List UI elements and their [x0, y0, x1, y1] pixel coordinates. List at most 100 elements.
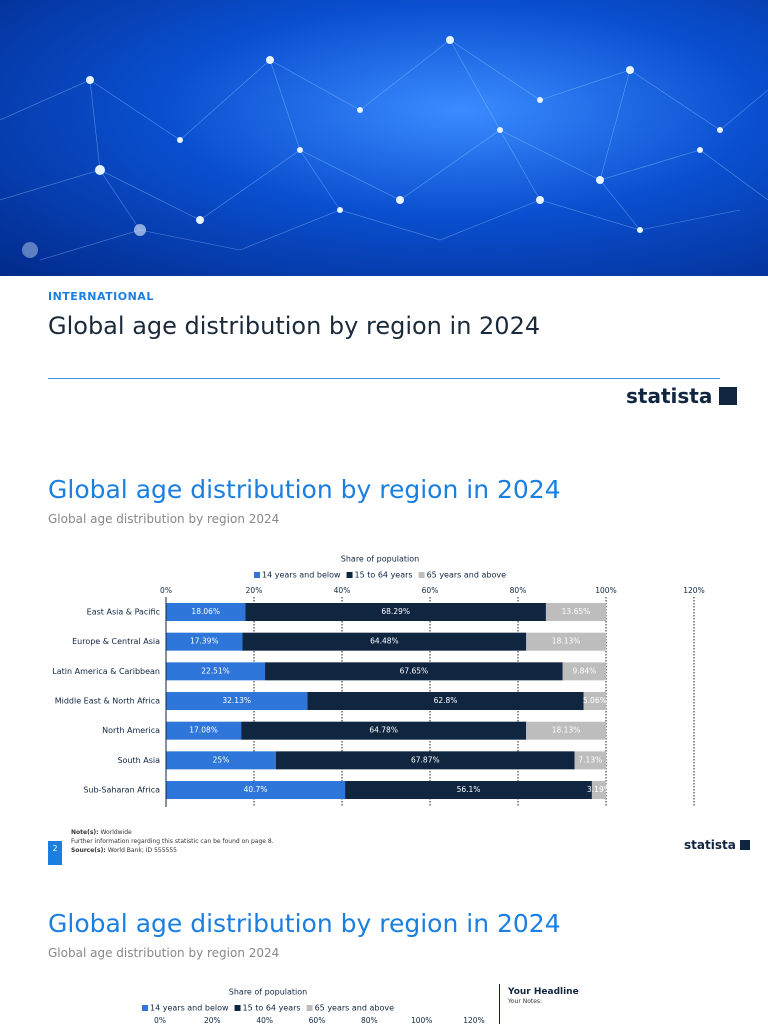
legend-label: 65 years and above	[315, 1004, 394, 1013]
page-title: Global age distribution by region in 202…	[48, 312, 541, 340]
x-tick-label: 100%	[411, 1016, 432, 1024]
data-label: 9.84%	[572, 666, 596, 675]
legend-label: 14 years and below	[262, 571, 341, 580]
data-label: 5.06%	[583, 696, 607, 705]
slide-title: Global age distribution by region in 202…	[48, 475, 561, 504]
legend-label: 15 to 64 years	[243, 1004, 301, 1013]
slide-subtitle: Global age distribution by region 2024	[48, 946, 280, 960]
slide-title: Global age distribution by region in 202…	[48, 909, 561, 938]
x-tick-label: 80%	[510, 586, 527, 595]
data-label: 18.13%	[552, 726, 581, 735]
legend-swatch	[142, 1005, 148, 1011]
data-label: 32.13%	[222, 696, 251, 705]
notes: Note(s): Worldwide Further information r…	[71, 828, 274, 855]
network-illustration	[0, 36, 768, 261]
bar-segment	[166, 751, 276, 770]
data-label: 18.06%	[191, 607, 220, 616]
bar-segment	[583, 692, 606, 711]
note: Worldwide	[100, 829, 132, 836]
separator	[499, 984, 500, 1024]
x-tick-label: 120%	[463, 1016, 484, 1024]
x-tick-label: 40%	[334, 586, 351, 595]
kicker: INTERNATIONAL	[48, 290, 154, 303]
bar-segment	[591, 781, 606, 800]
legend-swatch	[306, 1005, 313, 1011]
source: World Bank; ID 555555	[107, 847, 177, 854]
data-label: 67.65%	[400, 666, 429, 675]
logo-text: statista	[626, 384, 713, 408]
bar-segment	[166, 692, 308, 711]
category-label: Middle East & North Africa	[55, 697, 160, 706]
data-label: 40.7%	[244, 785, 268, 794]
bar-segment	[545, 603, 606, 621]
data-label: 17.08%	[189, 726, 218, 735]
data-label: 64.78%	[369, 726, 398, 735]
legend-swatch	[418, 572, 425, 578]
category-label: Latin America & Caribbean	[52, 667, 160, 676]
data-label: 25%	[213, 755, 230, 764]
axis-title: Share of population	[229, 988, 307, 997]
bar-segment	[574, 751, 606, 770]
note-label: Note(s):	[71, 829, 99, 836]
data-label: 56.1%	[457, 785, 481, 794]
legend-label: 65 years and above	[427, 571, 506, 580]
data-label: 64.48%	[370, 637, 399, 646]
data-label: 7.13%	[578, 755, 602, 764]
x-tick-label: 60%	[422, 586, 439, 595]
x-tick-label: 0%	[154, 1016, 166, 1024]
bar-segment	[345, 781, 592, 800]
data-label: 3.19%	[587, 785, 611, 794]
data-label: 13.65%	[562, 607, 591, 616]
data-label: 67.87%	[411, 755, 440, 764]
bar-segment	[245, 603, 546, 621]
bar-segment	[166, 632, 243, 651]
legend-label: 14 years and below	[150, 1004, 229, 1013]
bar-segment	[526, 721, 606, 740]
bar-segment	[526, 632, 606, 651]
bar-segment	[307, 692, 584, 711]
legend-label: 15 to 64 years	[355, 571, 413, 580]
x-tick-label: 80%	[361, 1016, 378, 1024]
category-label: East Asia & Pacific	[87, 608, 160, 617]
x-tick-label: 20%	[204, 1016, 221, 1024]
page-number: 2	[48, 841, 62, 865]
category-label: North America	[102, 726, 160, 735]
x-tick-label: 40%	[256, 1016, 273, 1024]
bar-segment	[166, 662, 266, 681]
bar-segment	[166, 603, 246, 621]
further-info: Further information regarding this stati…	[71, 838, 274, 845]
legend-swatch	[346, 572, 353, 578]
bar-segment	[166, 721, 242, 740]
bar-segment	[242, 632, 527, 651]
logo: statista	[684, 838, 750, 852]
bar-segment	[265, 662, 563, 681]
x-tick-label: 0%	[160, 586, 172, 595]
bar-segment	[241, 721, 527, 740]
x-tick-label: 120%	[683, 586, 704, 595]
data-label: 18.13%	[552, 637, 581, 646]
x-tick-label: 20%	[246, 586, 263, 595]
data-label: 68.29%	[381, 607, 410, 616]
data-label: 17.39%	[190, 637, 219, 646]
legend-swatch	[234, 1005, 241, 1011]
category-label: Europe & Central Asia	[72, 637, 160, 646]
bar-segment	[562, 662, 606, 681]
data-label: 62.8%	[434, 696, 458, 705]
slide-subtitle: Global age distribution by region 2024	[48, 512, 280, 526]
x-tick-label: 100%	[595, 586, 616, 595]
side-notes: Your Notes:	[508, 998, 543, 1005]
axis-title: Share of population	[341, 555, 419, 564]
data-label: 22.51%	[201, 666, 230, 675]
category-label: Sub-Saharan Africa	[83, 786, 160, 795]
x-tick-label: 60%	[309, 1016, 326, 1024]
bar-segment	[166, 781, 346, 800]
category-label: South Asia	[117, 756, 160, 765]
divider	[48, 378, 720, 379]
bar-segment	[276, 751, 575, 770]
logo: statista	[626, 384, 738, 408]
header-image	[0, 0, 768, 276]
source-label: Source(s):	[71, 847, 106, 854]
